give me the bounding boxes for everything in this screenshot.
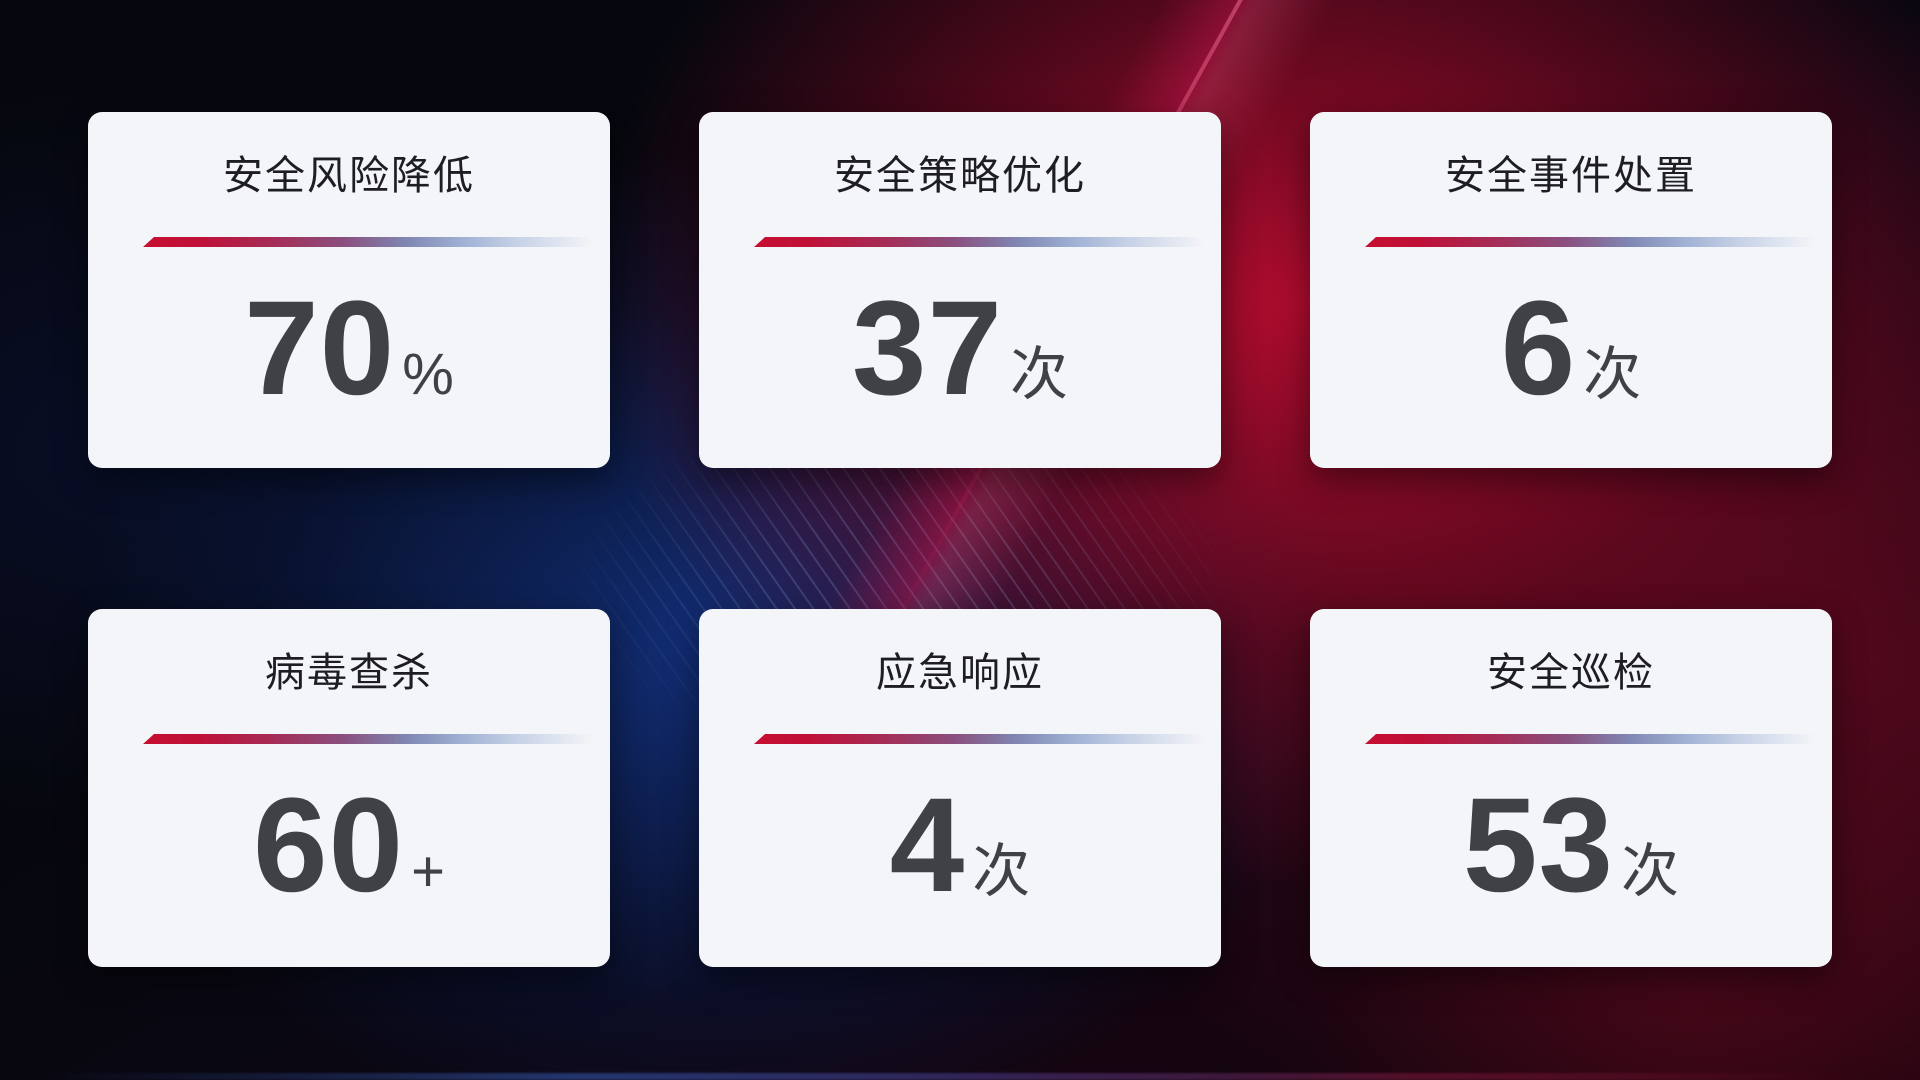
stat-card-unit: 次	[1583, 342, 1642, 407]
stat-card-security-inspection: 安全巡检 53 次	[1310, 609, 1832, 967]
stat-card-unit: 次	[1010, 342, 1069, 407]
background-bottom-edge-glow	[0, 1073, 1920, 1080]
stat-card-number: 53	[1462, 771, 1615, 920]
stat-card-risk-reduction: 安全风险降低 70%	[88, 112, 610, 468]
stat-card-accent-underline	[754, 237, 1209, 247]
stat-card-accent-underline	[754, 734, 1209, 744]
stat-card-accent-underline	[143, 237, 598, 247]
stat-card-title: 病毒查杀	[265, 651, 433, 695]
stat-card-number: 70	[244, 274, 396, 423]
stat-card-accent-underline	[1365, 734, 1820, 744]
stat-card-number: 4	[889, 771, 966, 920]
stat-card-number: 60	[253, 771, 405, 920]
stat-card-value: 60 +	[88, 772, 610, 919]
stat-card-number: 37	[851, 274, 1004, 423]
stat-card-title: 应急响应	[876, 651, 1044, 695]
stat-card-title: 安全巡检	[1487, 651, 1655, 695]
stat-card-virus-scan: 病毒查杀 60 +	[88, 609, 610, 967]
stat-card-accent-underline	[1365, 237, 1820, 247]
stat-card-title: 安全风险降低	[223, 154, 475, 198]
stat-card-unit: 次	[1621, 839, 1680, 904]
stat-card-unit: %	[402, 342, 454, 407]
stat-card-unit: 次	[972, 839, 1031, 904]
stat-card-accent-underline	[143, 734, 598, 744]
stat-card-number: 6	[1500, 274, 1577, 423]
stat-card-unit: +	[411, 839, 445, 904]
stat-card-policy-optimization: 安全策略优化 37 次	[699, 112, 1221, 468]
stat-card-value: 37 次	[699, 275, 1221, 422]
stat-card-value: 53 次	[1310, 772, 1832, 919]
stat-card-title: 安全事件处置	[1445, 154, 1697, 198]
stat-card-value: 70%	[88, 275, 610, 422]
stat-card-title: 安全策略优化	[834, 154, 1086, 198]
